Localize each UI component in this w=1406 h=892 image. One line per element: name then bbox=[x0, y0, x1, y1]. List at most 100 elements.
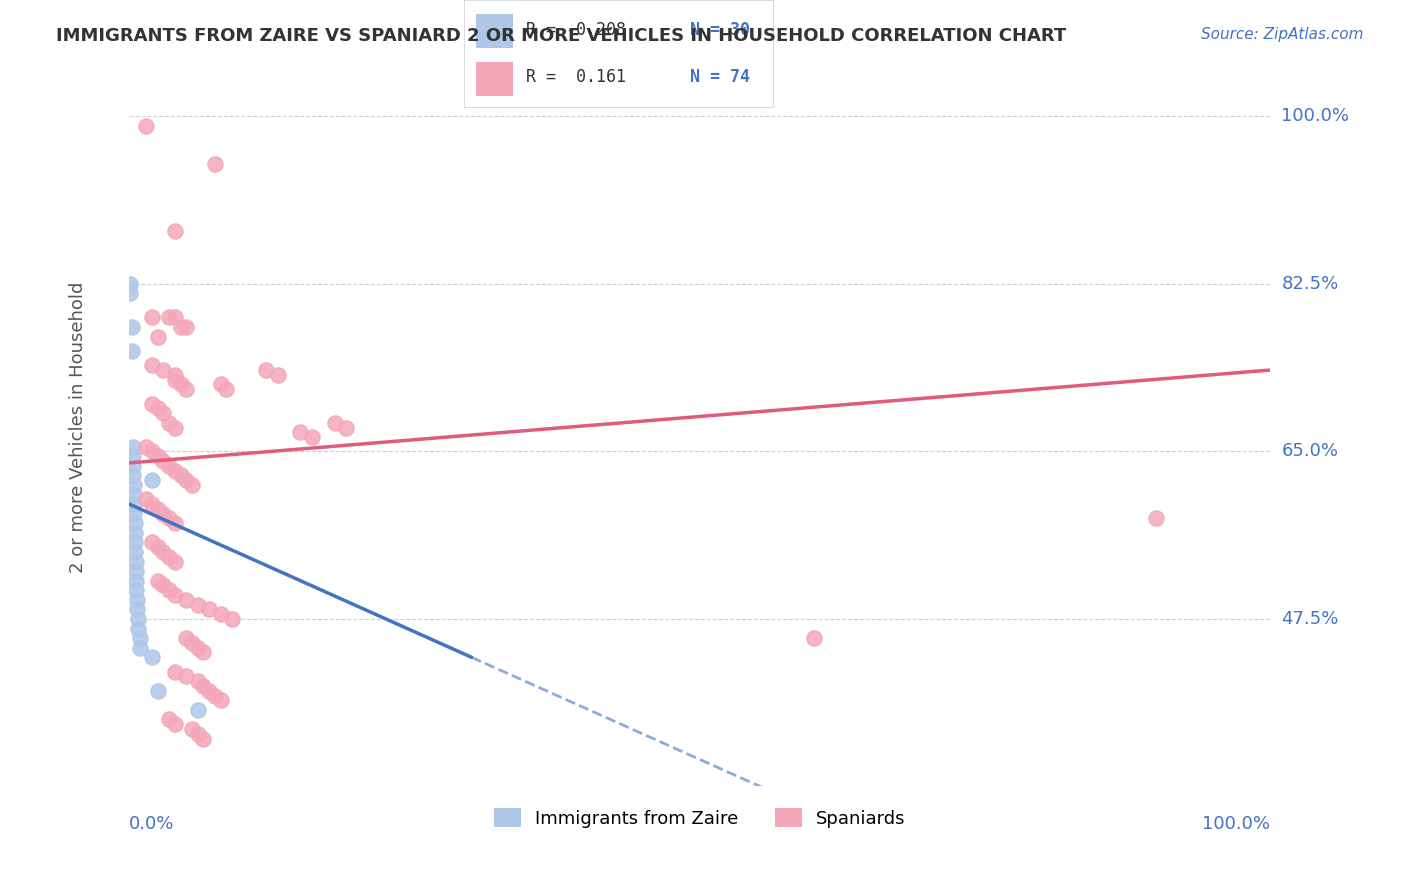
Point bbox=[181, 722, 204, 736]
Point bbox=[193, 645, 215, 659]
Text: 2 or more Vehicles in Household: 2 or more Vehicles in Household bbox=[69, 282, 87, 574]
Point bbox=[152, 507, 174, 521]
Point bbox=[157, 310, 180, 325]
Text: N = 74: N = 74 bbox=[690, 68, 749, 86]
Text: N = 30: N = 30 bbox=[690, 21, 749, 39]
Text: R = -0.208: R = -0.208 bbox=[526, 21, 626, 39]
Legend: Immigrants from Zaire, Spaniards: Immigrants from Zaire, Spaniards bbox=[486, 801, 912, 835]
Point bbox=[187, 674, 209, 689]
Point bbox=[152, 363, 174, 377]
Point bbox=[163, 420, 186, 434]
Point bbox=[124, 525, 146, 540]
Point bbox=[209, 377, 232, 392]
Point bbox=[221, 612, 243, 626]
Point bbox=[121, 343, 143, 358]
Point bbox=[181, 478, 204, 492]
Point bbox=[122, 478, 145, 492]
Point bbox=[176, 631, 198, 645]
Point bbox=[121, 458, 143, 473]
Point bbox=[1144, 511, 1167, 525]
Point bbox=[128, 631, 150, 645]
Point bbox=[141, 497, 163, 511]
Point bbox=[157, 458, 180, 473]
Point bbox=[120, 277, 142, 291]
Point bbox=[198, 602, 221, 616]
Point bbox=[254, 363, 277, 377]
Point bbox=[152, 545, 174, 559]
Point bbox=[209, 607, 232, 622]
Point bbox=[301, 430, 323, 444]
Text: 47.5%: 47.5% bbox=[1281, 610, 1339, 628]
Point bbox=[335, 420, 357, 434]
Point bbox=[163, 516, 186, 531]
Point bbox=[146, 449, 169, 463]
Point bbox=[157, 511, 180, 525]
Point bbox=[146, 683, 169, 698]
Point bbox=[204, 157, 226, 171]
Point bbox=[187, 640, 209, 655]
Text: 0.0%: 0.0% bbox=[129, 815, 174, 833]
FancyBboxPatch shape bbox=[477, 14, 513, 48]
Point bbox=[141, 535, 163, 549]
Point bbox=[122, 507, 145, 521]
Point bbox=[163, 665, 186, 679]
Point bbox=[141, 310, 163, 325]
Point bbox=[187, 703, 209, 717]
Point bbox=[135, 492, 157, 507]
Point bbox=[135, 119, 157, 133]
Point bbox=[290, 425, 312, 440]
Point bbox=[157, 416, 180, 430]
Point bbox=[141, 359, 163, 373]
Point bbox=[209, 693, 232, 707]
Point bbox=[125, 574, 148, 588]
Point bbox=[187, 727, 209, 741]
Point bbox=[141, 650, 163, 665]
Point bbox=[323, 416, 346, 430]
Point bbox=[193, 731, 215, 746]
Text: IMMIGRANTS FROM ZAIRE VS SPANIARD 2 OR MORE VEHICLES IN HOUSEHOLD CORRELATION CH: IMMIGRANTS FROM ZAIRE VS SPANIARD 2 OR M… bbox=[56, 27, 1067, 45]
Point bbox=[124, 535, 146, 549]
Text: 65.0%: 65.0% bbox=[1281, 442, 1339, 460]
Point bbox=[146, 501, 169, 516]
Point bbox=[157, 713, 180, 727]
Point bbox=[125, 583, 148, 598]
Text: 100.0%: 100.0% bbox=[1202, 815, 1270, 833]
Point bbox=[163, 464, 186, 478]
Point bbox=[121, 468, 143, 483]
Point bbox=[146, 574, 169, 588]
Point bbox=[169, 377, 191, 392]
Point bbox=[163, 717, 186, 731]
Text: Source: ZipAtlas.com: Source: ZipAtlas.com bbox=[1201, 27, 1364, 42]
Point bbox=[121, 320, 143, 334]
Point bbox=[121, 449, 143, 463]
Point bbox=[163, 368, 186, 382]
Point bbox=[181, 636, 204, 650]
Point bbox=[204, 689, 226, 703]
Point bbox=[169, 320, 191, 334]
Point bbox=[141, 444, 163, 458]
Point bbox=[266, 368, 288, 382]
Point bbox=[198, 683, 221, 698]
Point bbox=[152, 578, 174, 592]
Point bbox=[127, 602, 149, 616]
Point bbox=[176, 320, 198, 334]
Point bbox=[163, 555, 186, 569]
Point bbox=[152, 454, 174, 468]
Point bbox=[157, 549, 180, 564]
Point bbox=[121, 440, 143, 454]
Point bbox=[215, 382, 238, 396]
Point bbox=[122, 487, 145, 501]
Point bbox=[120, 286, 142, 301]
Point bbox=[124, 545, 146, 559]
Point bbox=[141, 473, 163, 487]
Point bbox=[163, 310, 186, 325]
Point bbox=[127, 612, 149, 626]
Point bbox=[176, 382, 198, 396]
Point bbox=[152, 406, 174, 420]
Point bbox=[146, 540, 169, 554]
Point bbox=[125, 564, 148, 578]
Point bbox=[193, 679, 215, 693]
Point bbox=[176, 592, 198, 607]
Point bbox=[176, 473, 198, 487]
Point bbox=[146, 401, 169, 416]
